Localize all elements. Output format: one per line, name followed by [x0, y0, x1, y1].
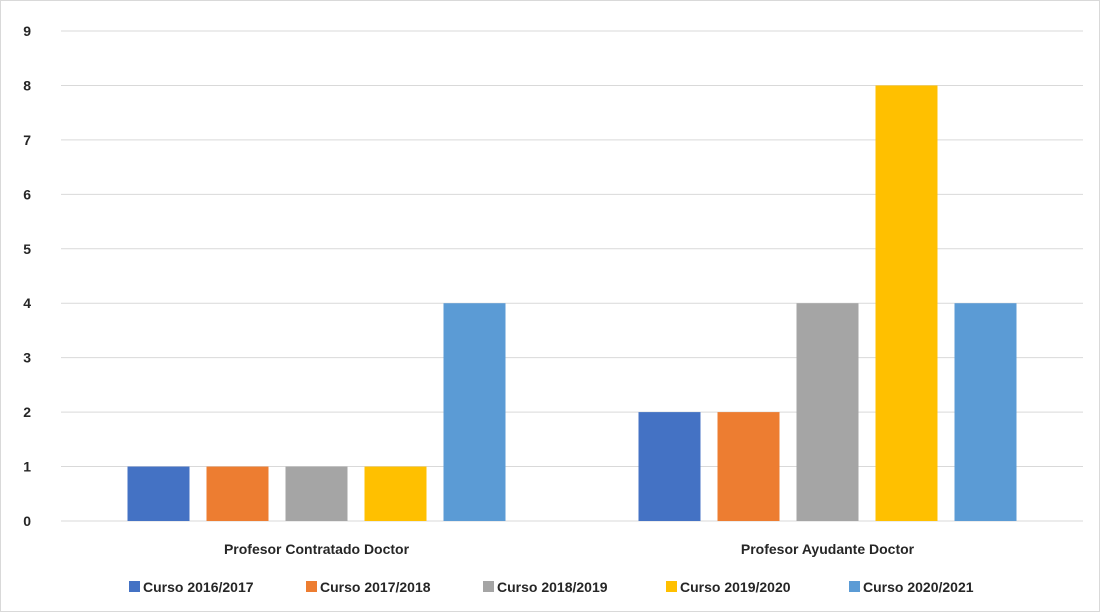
bar [206, 466, 269, 521]
y-tick-label: 5 [23, 241, 31, 257]
category-label: Profesor Contratado Doctor [224, 541, 410, 557]
y-tick-label: 6 [23, 186, 31, 202]
y-tick-label: 3 [23, 350, 31, 366]
bar [443, 303, 506, 521]
bar [717, 412, 780, 521]
y-tick-label: 9 [23, 23, 31, 39]
y-tick-label: 1 [23, 459, 31, 475]
y-axis-ticks: 0 1 2 3 4 5 6 7 8 9 [23, 23, 31, 529]
legend-label: Curso 2019/2020 [680, 579, 791, 595]
legend-swatch [306, 581, 317, 592]
bar [364, 466, 427, 521]
bars [127, 85, 1017, 521]
y-tick-label: 0 [23, 513, 31, 529]
legend-swatch [129, 581, 140, 592]
y-tick-label: 8 [23, 77, 31, 93]
bar [796, 303, 859, 521]
legend: Curso 2016/2017 Curso 2017/2018 Curso 2018… [129, 579, 974, 595]
bar [285, 466, 348, 521]
y-tick-label: 7 [23, 132, 31, 148]
bar [638, 412, 701, 521]
legend-swatch [849, 581, 860, 592]
legend-swatch [483, 581, 494, 592]
y-tick-label: 4 [23, 295, 31, 311]
legend-label: Curso 2020/2021 [863, 579, 974, 595]
legend-swatch [666, 581, 677, 592]
y-tick-label: 2 [23, 404, 31, 420]
category-label: Profesor Ayudante Doctor [741, 541, 915, 557]
bar [127, 466, 190, 521]
bar [954, 303, 1017, 521]
x-axis-categories: Profesor Contratado Doctor Profesor Ayuda… [224, 541, 915, 557]
bar [875, 85, 938, 521]
legend-label: Curso 2018/2019 [497, 579, 608, 595]
legend-label: Curso 2017/2018 [320, 579, 431, 595]
legend-label: Curso 2016/2017 [143, 579, 254, 595]
